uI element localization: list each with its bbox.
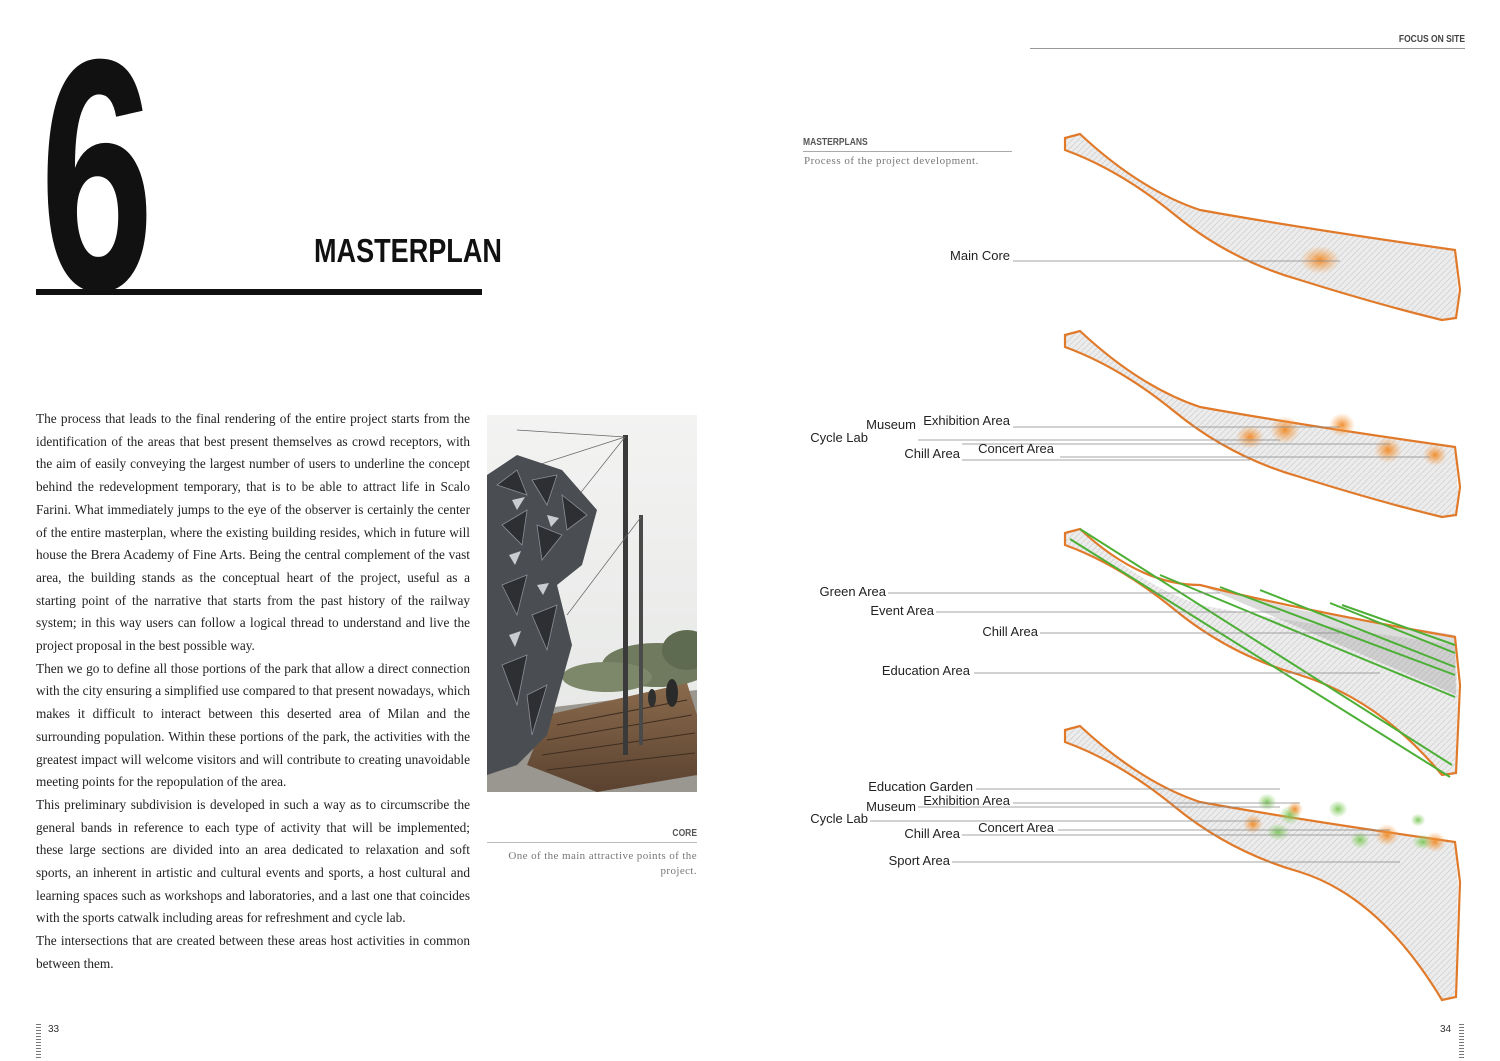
chapter-number: 6 xyxy=(40,0,154,359)
body-text: The process that leads to the final rend… xyxy=(36,408,470,976)
page-edge-marker xyxy=(1459,1024,1464,1060)
diagram-attractors: Museum Exhibition Area Cycle Lab Concert… xyxy=(810,329,1462,519)
label-museum: Museum xyxy=(866,799,916,814)
figure-caption-text: One of the main attractive points of the… xyxy=(508,850,697,877)
page-edge-marker xyxy=(36,1024,41,1060)
paragraph: This preliminary subdivision is develope… xyxy=(36,796,470,926)
header-rule xyxy=(1030,48,1465,49)
section-title-rule xyxy=(803,151,1012,152)
diagram-bands: Green Area Event Area Chill Area Educati… xyxy=(820,527,1462,778)
page-number-right: 34 xyxy=(1440,1024,1452,1035)
label-chill-area: Chill Area xyxy=(904,826,960,841)
label-cycle-lab: Cycle Lab xyxy=(810,430,868,445)
diagram-final: Education Garden Museum Exhibition Area … xyxy=(810,724,1462,1002)
masterplan-diagrams: Main Core Museum Exhibition Area Cycle L… xyxy=(810,132,1462,1002)
chapter-title-rule xyxy=(36,289,482,295)
label-concert-area: Concert Area xyxy=(978,441,1055,456)
label-sport-area: Sport Area xyxy=(889,853,951,868)
paragraph: The process that leads to the final rend… xyxy=(36,411,470,654)
figure-caption-rule xyxy=(487,842,697,843)
paragraph: The intersections that are created betwe… xyxy=(36,933,470,971)
label-green-area: Green Area xyxy=(820,584,887,599)
label-education-garden: Education Garden xyxy=(868,779,973,794)
page-number-left: 33 xyxy=(48,1024,60,1035)
label-chill-area: Chill Area xyxy=(982,624,1038,639)
label-concert-area: Concert Area xyxy=(978,820,1055,835)
label-cycle-lab: Cycle Lab xyxy=(810,811,868,826)
section-subtitle: Process of the project development. xyxy=(804,155,979,167)
label-education-area: Education Area xyxy=(882,663,971,678)
label-exhibition-area: Exhibition Area xyxy=(923,413,1010,428)
label-event-area: Event Area xyxy=(870,603,934,618)
label-museum: Museum xyxy=(866,417,916,432)
core-render-image xyxy=(487,415,697,792)
chapter-title: MASTERPLAN xyxy=(314,232,502,269)
diagram-main-core: Main Core xyxy=(950,132,1462,322)
figure-caption-label: CORE xyxy=(672,828,697,839)
label-chill-area: Chill Area xyxy=(904,446,960,461)
running-header: FOCUS ON SITE xyxy=(1398,34,1465,45)
section-title: MASTERPLANS xyxy=(803,137,868,148)
label-exhibition-area: Exhibition Area xyxy=(923,793,1010,808)
paragraph: Then we go to define all those portions … xyxy=(36,660,470,790)
label-main-core: Main Core xyxy=(950,248,1010,263)
